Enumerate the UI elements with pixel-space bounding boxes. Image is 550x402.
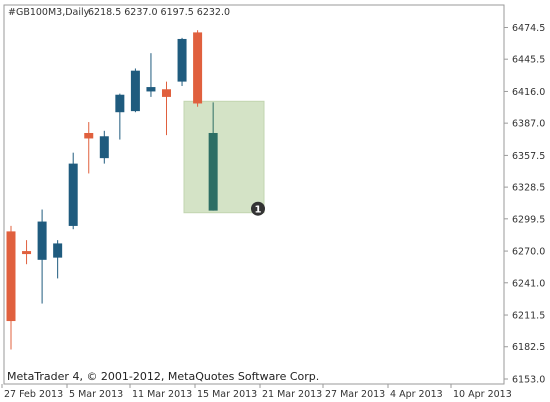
candle-body — [68, 163, 78, 226]
candle-body — [193, 32, 203, 104]
x-axis-ticks: 27 Feb 2013 5 Mar 2013 11 Mar 2013 15 Mar 2… — [1, 384, 512, 400]
y-tick-label: 6445.5 — [512, 55, 545, 66]
highlight-zone — [183, 100, 265, 214]
candle-body — [162, 89, 171, 97]
y-tick-label: 6153.0 — [512, 375, 545, 386]
y-axis-ticks: 6474.5 6445.5 6416.0 6387.0 6357.5 6328.5 6299… — [504, 23, 545, 386]
y-tick-label: 6328.5 — [512, 183, 545, 194]
candle-body — [37, 221, 47, 260]
candle-body — [84, 132, 94, 139]
marker-badge[interactable]: 1 — [251, 201, 265, 216]
x-tick-label: 4 Apr 2013 — [390, 389, 443, 400]
candle-body — [177, 38, 187, 82]
marker-circle — [251, 201, 265, 216]
candle-body — [130, 70, 140, 112]
candle-body — [99, 136, 109, 159]
y-tick-label: 6357.5 — [512, 151, 545, 162]
ohlc-label: 6218.5 6237.0 6197.5 6232.0 — [88, 7, 230, 18]
copyright-text: MetaTrader 4, © 2001-2012, MetaQuotes So… — [7, 370, 319, 383]
x-tick-label: 27 Mar 2013 — [325, 389, 385, 400]
candle-body — [146, 87, 156, 92]
x-tick-label: 15 Mar 2013 — [197, 389, 257, 400]
x-tick-label: 5 Mar 2013 — [69, 389, 123, 400]
y-tick-label: 6270.0 — [512, 247, 545, 258]
candle-body — [53, 243, 63, 258]
y-tick-label: 6182.5 — [512, 342, 545, 353]
candle-body — [6, 231, 16, 322]
y-tick-label: 6299.5 — [512, 214, 545, 225]
y-tick-label: 6474.5 — [512, 23, 545, 34]
symbol-label: #GB100M3,Daily — [8, 7, 90, 18]
highlight-rectangle — [183, 100, 265, 214]
y-tick-label: 6416.0 — [512, 87, 545, 98]
x-tick-label: 10 Apr 2013 — [453, 389, 512, 400]
y-tick-label: 6211.5 — [512, 311, 545, 322]
x-tick-label: 27 Feb 2013 — [4, 389, 63, 400]
marker-label: 1 — [255, 205, 262, 216]
y-tick-label: 6241.0 — [512, 278, 545, 289]
candle-body — [208, 132, 218, 211]
x-tick-label: 21 Mar 2013 — [262, 389, 322, 400]
candles — [6, 30, 218, 350]
y-tick-label: 6387.0 — [512, 119, 545, 130]
x-tick-label: 11 Mar 2013 — [132, 389, 192, 400]
candle-body — [115, 94, 125, 113]
candle-body — [22, 251, 32, 255]
